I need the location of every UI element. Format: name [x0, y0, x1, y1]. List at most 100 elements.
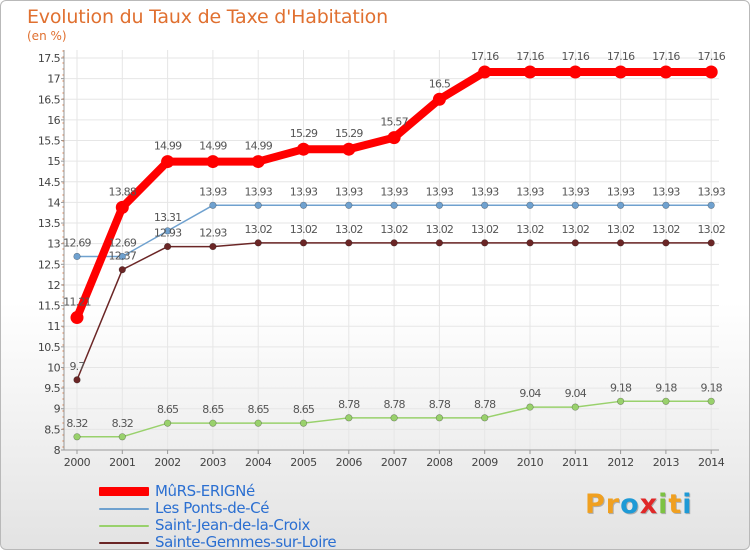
proxiti-logo: Proxiti — [585, 489, 693, 520]
data-point — [526, 403, 534, 411]
data-label: 13.93 — [652, 185, 680, 198]
data-label: 13.02 — [652, 223, 680, 236]
x-tick-label: 2006 — [336, 456, 363, 469]
data-label: 15.57 — [380, 116, 408, 129]
y-tick-label: 14.5 — [38, 176, 61, 189]
legend-swatch — [99, 508, 149, 510]
data-point — [70, 311, 84, 325]
data-label: 9.7 — [69, 360, 85, 373]
data-label: 17.16 — [652, 50, 680, 63]
data-label: 17.16 — [471, 50, 499, 63]
data-point — [390, 414, 398, 422]
data-point — [662, 397, 670, 405]
data-point — [435, 239, 444, 247]
data-label: 9.18 — [701, 381, 723, 394]
data-label: 13.02 — [290, 223, 318, 236]
y-tick-label: 12.5 — [38, 258, 61, 271]
data-label: 12.69 — [63, 236, 91, 249]
data-point — [616, 397, 625, 405]
data-label: 13.02 — [335, 223, 363, 236]
data-label: 13.02 — [562, 223, 590, 236]
data-point — [659, 65, 673, 79]
data-label: 13.93 — [199, 185, 227, 198]
axes: 8 8.5 9 9.5 10 10.5 11 11.5 12 12.5 13 13.5 14 14.5 15… — [38, 50, 725, 469]
legend-swatch — [99, 525, 149, 527]
data-point — [209, 419, 217, 427]
y-tick-label: 9.5 — [44, 382, 60, 395]
data-label: 13.93 — [562, 185, 590, 198]
line-chart: 8 8.5 9 9.5 10 10.5 11 11.5 12 12.5 13 13.5 14 14.5 15… — [38, 50, 727, 469]
data-point — [707, 201, 715, 209]
data-label: 13.02 — [244, 223, 272, 236]
data-point — [209, 201, 217, 209]
chart-title: Evolution du Taux de Taxe d'Habitation — [27, 6, 388, 28]
x-tick-label: 2003 — [200, 456, 227, 469]
x-tick-label: 2004 — [245, 456, 272, 469]
data-label: 8.32 — [66, 417, 87, 430]
series-les-ponts-de-ce — [73, 201, 715, 261]
data-point — [73, 376, 81, 384]
x-tick-label: 2011 — [562, 456, 588, 469]
data-point — [118, 266, 126, 274]
data-point — [73, 433, 81, 441]
logo-letter: t — [668, 489, 683, 520]
data-point — [614, 65, 628, 79]
x-tick-label: 2007 — [381, 456, 408, 469]
data-label: 13.93 — [516, 185, 544, 198]
data-point — [432, 92, 446, 106]
data-point — [481, 239, 489, 247]
data-point — [390, 239, 398, 247]
legend-swatch — [99, 487, 149, 496]
legend-label: Saint-Jean-de-la-Croix — [155, 516, 310, 534]
data-label: 9.18 — [610, 381, 632, 394]
data-label: 12.37 — [109, 250, 137, 263]
data-label: 17.16 — [697, 50, 725, 63]
logo-letter: P — [585, 489, 606, 520]
data-point — [299, 239, 308, 247]
data-label: 13.93 — [697, 185, 725, 198]
y-tick-label: 13 — [47, 238, 60, 251]
x-tick-label: 2013 — [653, 456, 680, 469]
y-tick-label: 11.5 — [38, 300, 61, 313]
data-point — [161, 155, 175, 169]
data-label: 17.16 — [516, 50, 544, 63]
data-label: 8.78 — [338, 398, 360, 411]
x-tick-label: 2010 — [517, 456, 544, 469]
series-sainte-gemmes-sur-loire — [73, 239, 715, 384]
logo-letter: x — [639, 489, 659, 520]
y-tick-label: 13.5 — [38, 217, 61, 230]
data-point — [616, 239, 625, 247]
logo-letter: r — [605, 489, 621, 520]
data-label: 13.02 — [516, 223, 544, 236]
data-point — [662, 201, 670, 209]
x-tick-label: 2014 — [698, 456, 725, 469]
data-label: 8.65 — [293, 403, 315, 416]
data-point — [481, 414, 489, 422]
legend-label: Sainte-Gemmes-sur-Loire — [155, 533, 337, 550]
legend-label: Les Ponts-de-Cé — [155, 499, 270, 517]
legend-label: MûRS-ERIGNé — [155, 482, 255, 500]
data-point — [478, 65, 492, 79]
x-tick-label: 2000 — [64, 456, 91, 469]
x-tick-label: 2001 — [109, 456, 135, 469]
data-point — [73, 252, 81, 261]
data-label: 13.02 — [426, 223, 454, 236]
data-point — [254, 419, 262, 427]
x-tick-label: 2008 — [426, 456, 453, 469]
data-point — [299, 419, 308, 427]
data-point — [164, 419, 172, 427]
data-point — [118, 252, 126, 261]
data-label: 14.99 — [199, 140, 227, 153]
data-point — [254, 239, 262, 247]
data-point — [523, 65, 537, 79]
data-label: 12.93 — [199, 227, 227, 240]
data-point — [568, 65, 582, 79]
data-label: 8.78 — [429, 398, 451, 411]
data-label: 14.99 — [244, 140, 272, 153]
data-label: 13.88 — [109, 185, 137, 198]
data-label: 9.18 — [655, 381, 677, 394]
data-label: 13.02 — [380, 223, 408, 236]
data-point — [164, 242, 172, 251]
data-label: 8.65 — [202, 403, 224, 416]
data-label: 13.93 — [607, 185, 635, 198]
